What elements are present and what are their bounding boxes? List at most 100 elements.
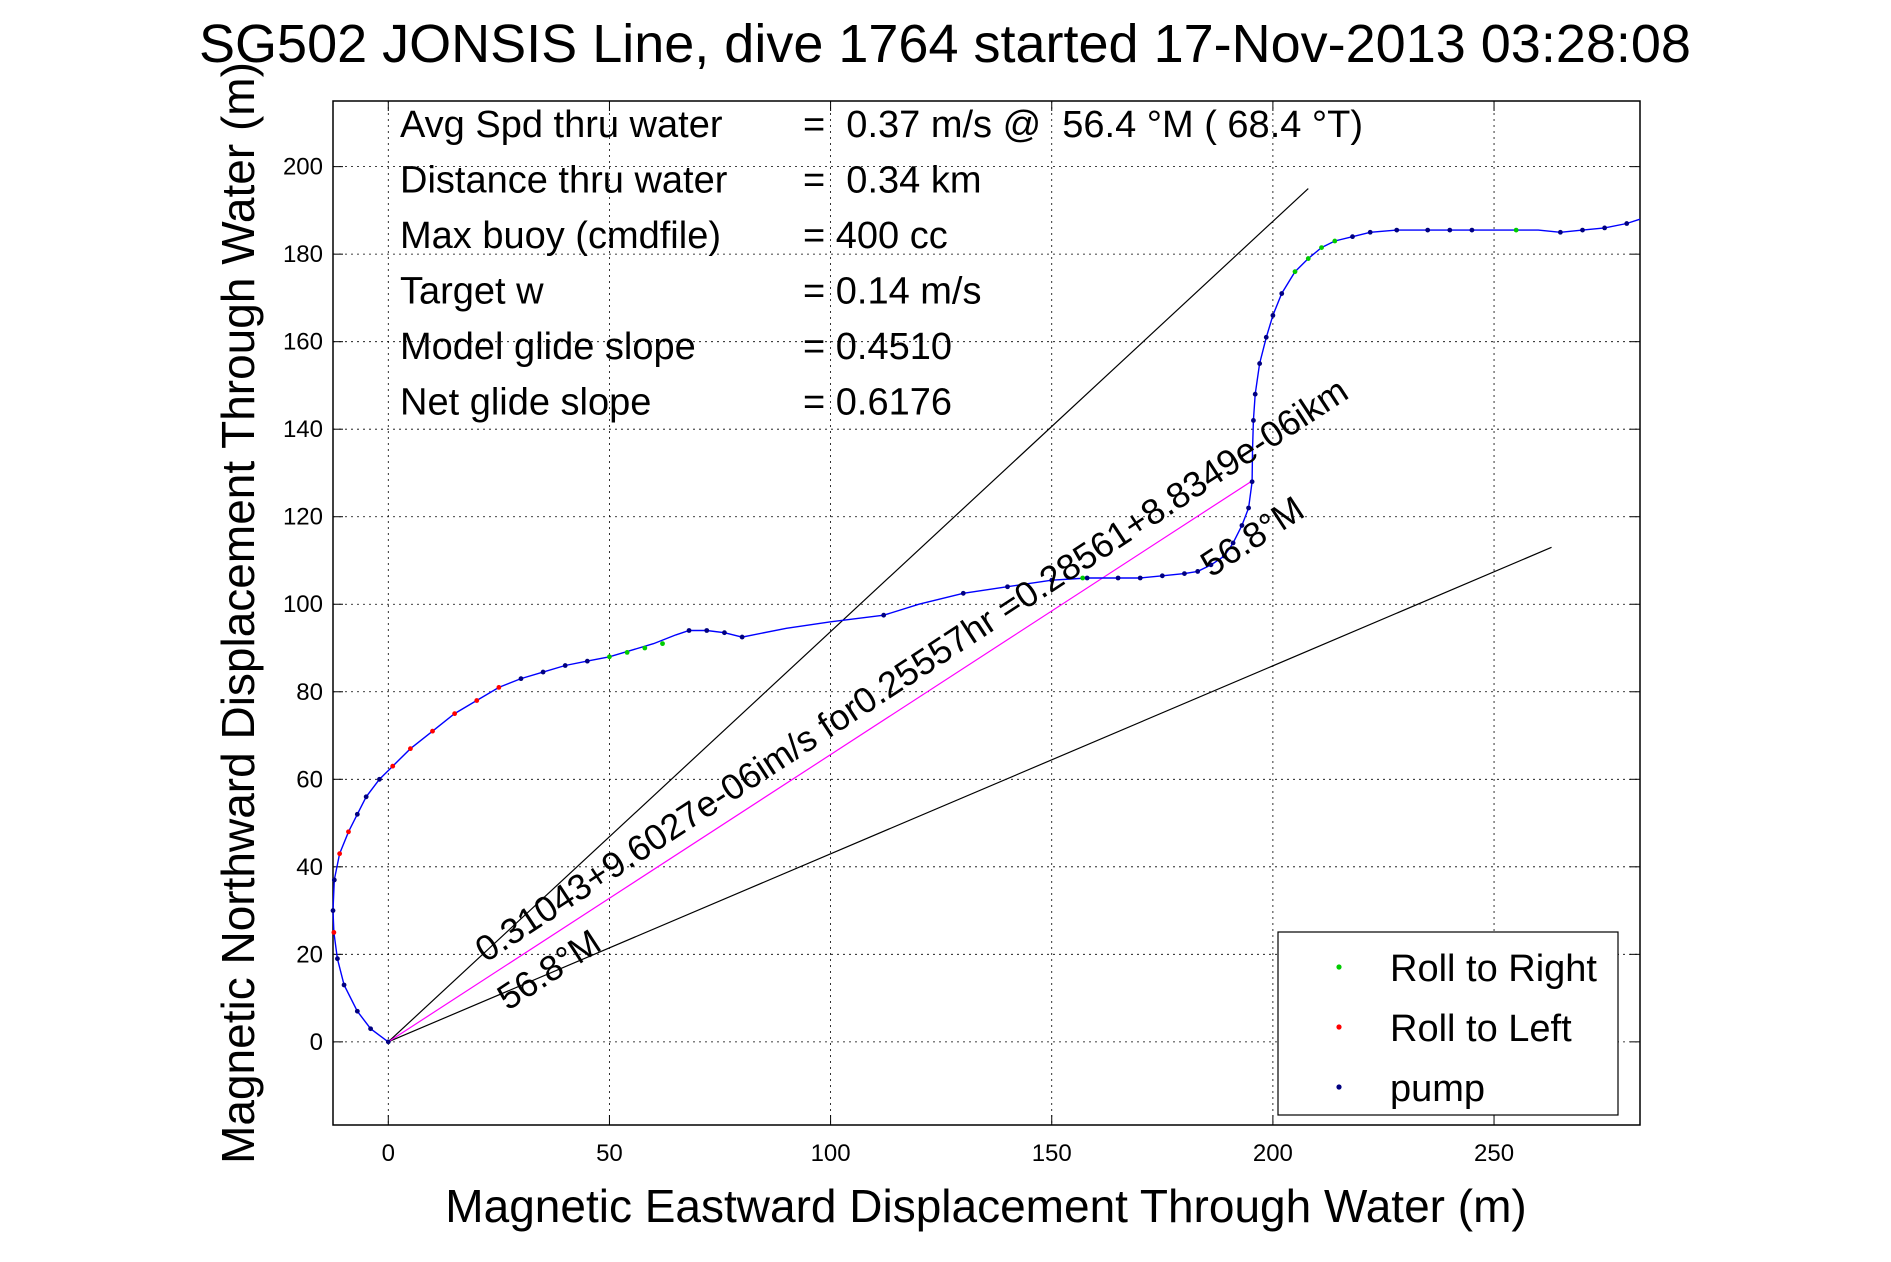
point-pump	[1367, 229, 1373, 235]
y-tick-label: 60	[296, 766, 323, 793]
point-pump	[1447, 227, 1453, 233]
point-pump	[1270, 313, 1276, 318]
point-pump	[704, 628, 710, 633]
reference-line	[387, 481, 1252, 1043]
point-pump	[1246, 505, 1251, 511]
point-pump	[354, 1008, 360, 1014]
y-tick-label: 100	[283, 591, 323, 618]
point-pump	[1252, 391, 1258, 397]
y-tick-label: 20	[296, 941, 323, 968]
point-pump	[368, 1026, 373, 1032]
point-pump	[1159, 573, 1165, 579]
point-roll-to-left	[337, 851, 343, 857]
point-pump	[1279, 291, 1285, 296]
point-pump	[330, 908, 336, 913]
point-roll-to-right	[1332, 238, 1338, 244]
point-roll-to-right	[624, 649, 630, 655]
legend-items: Roll to Right Roll to Left pump	[1336, 948, 1597, 1110]
reference-line	[387, 188, 1309, 1043]
point-roll-to-left	[346, 829, 351, 835]
point-roll-to-right	[1305, 256, 1311, 261]
legend-box	[1277, 931, 1619, 1116]
stat-label: Distance thru water	[400, 160, 728, 202]
point-pump	[1263, 334, 1269, 340]
y-tick-label: 180	[283, 241, 323, 268]
y-axis-label: Magnetic Northward Displacement Through …	[212, 62, 264, 1164]
point-roll-to-right	[1292, 269, 1298, 275]
point-pump	[739, 634, 745, 640]
point-pump	[1230, 540, 1236, 546]
point-roll-to-right	[1513, 227, 1519, 233]
stats-box: Avg Spd thru water = 0.37 m/s @ 56.4 °M (…	[400, 104, 1363, 424]
point-pump	[1221, 553, 1227, 559]
point-roll-to-left	[496, 684, 502, 690]
point-pump	[377, 776, 382, 782]
legend-marker	[1336, 1084, 1342, 1090]
point-pump	[881, 612, 887, 618]
point-roll-to-left	[430, 728, 435, 734]
point-roll-to-left	[408, 746, 413, 752]
point-pump	[1195, 569, 1201, 574]
point-pump	[1624, 221, 1630, 226]
point-pump	[1239, 523, 1245, 528]
point-pump	[341, 982, 347, 988]
point-pump	[960, 590, 966, 596]
legend-marker	[1336, 1024, 1342, 1030]
point-pump	[1557, 229, 1563, 235]
reference-line	[388, 546, 1552, 1043]
point-roll-to-left	[390, 763, 396, 769]
point-pump	[1580, 227, 1585, 233]
stat-label: Avg Spd thru water	[400, 104, 723, 146]
point-pump	[1350, 234, 1355, 240]
legend-label: Roll to Right	[1390, 948, 1597, 990]
stat-value: = 0.4510	[803, 326, 952, 368]
y-tick-label: 120	[283, 504, 323, 531]
point-pump	[584, 658, 590, 664]
point-pump	[1182, 571, 1187, 577]
x-tick-labels: 0 50 100 150 200 250	[382, 1140, 1514, 1167]
point-roll-to-left	[452, 711, 458, 717]
y-tick-label: 160	[283, 329, 323, 356]
plot-area	[330, 100, 1641, 1126]
point-roll-to-left	[331, 930, 337, 935]
legend: Roll to Right Roll to Left pump	[1277, 931, 1619, 1116]
point-pump	[335, 956, 340, 962]
stat-label: Net glide slope	[400, 382, 651, 424]
y-tick-label: 140	[283, 416, 323, 443]
stat-label: Model glide slope	[400, 326, 696, 368]
point-pump	[1469, 227, 1475, 233]
stat-value: = 0.14 m/s	[803, 271, 981, 313]
x-tick-label: 200	[1253, 1140, 1293, 1167]
x-tick-label: 100	[811, 1140, 851, 1167]
point-pump	[1115, 575, 1121, 581]
y-tick-label: 80	[296, 679, 323, 706]
point-pump	[1257, 361, 1263, 366]
point-pump	[562, 663, 568, 668]
chart-title: SG502 JONSIS Line, dive 1764 started 17-…	[199, 14, 1691, 74]
y-tick-labels: 0 20 40 60 80 100 120 140 160 180 200	[283, 154, 323, 1056]
point-pump	[354, 811, 360, 817]
stat-label: Max buoy (cmdfile)	[400, 215, 721, 257]
point-roll-to-left	[474, 698, 480, 703]
reference-lines	[387, 188, 1552, 1043]
point-roll-to-right	[660, 641, 665, 647]
point-pump	[518, 676, 524, 682]
point-pump	[1208, 562, 1214, 568]
y-tick-label: 40	[296, 854, 323, 881]
point-pump	[363, 794, 369, 800]
legend-marker	[1336, 964, 1342, 970]
point-pump	[331, 877, 337, 883]
series-points	[330, 221, 1630, 1045]
point-pump	[385, 1039, 391, 1045]
point-pump	[1249, 479, 1255, 485]
point-pump	[540, 669, 546, 675]
x-tick-label: 0	[382, 1140, 395, 1167]
stat-value: = 400 cc	[803, 215, 948, 257]
x-tick-label: 150	[1032, 1140, 1072, 1167]
point-roll-to-right	[1319, 245, 1324, 250]
y-tick-label: 0	[310, 1029, 323, 1056]
point-pump	[1084, 575, 1090, 581]
point-roll-to-right	[607, 654, 612, 660]
point-pump	[1251, 418, 1256, 423]
